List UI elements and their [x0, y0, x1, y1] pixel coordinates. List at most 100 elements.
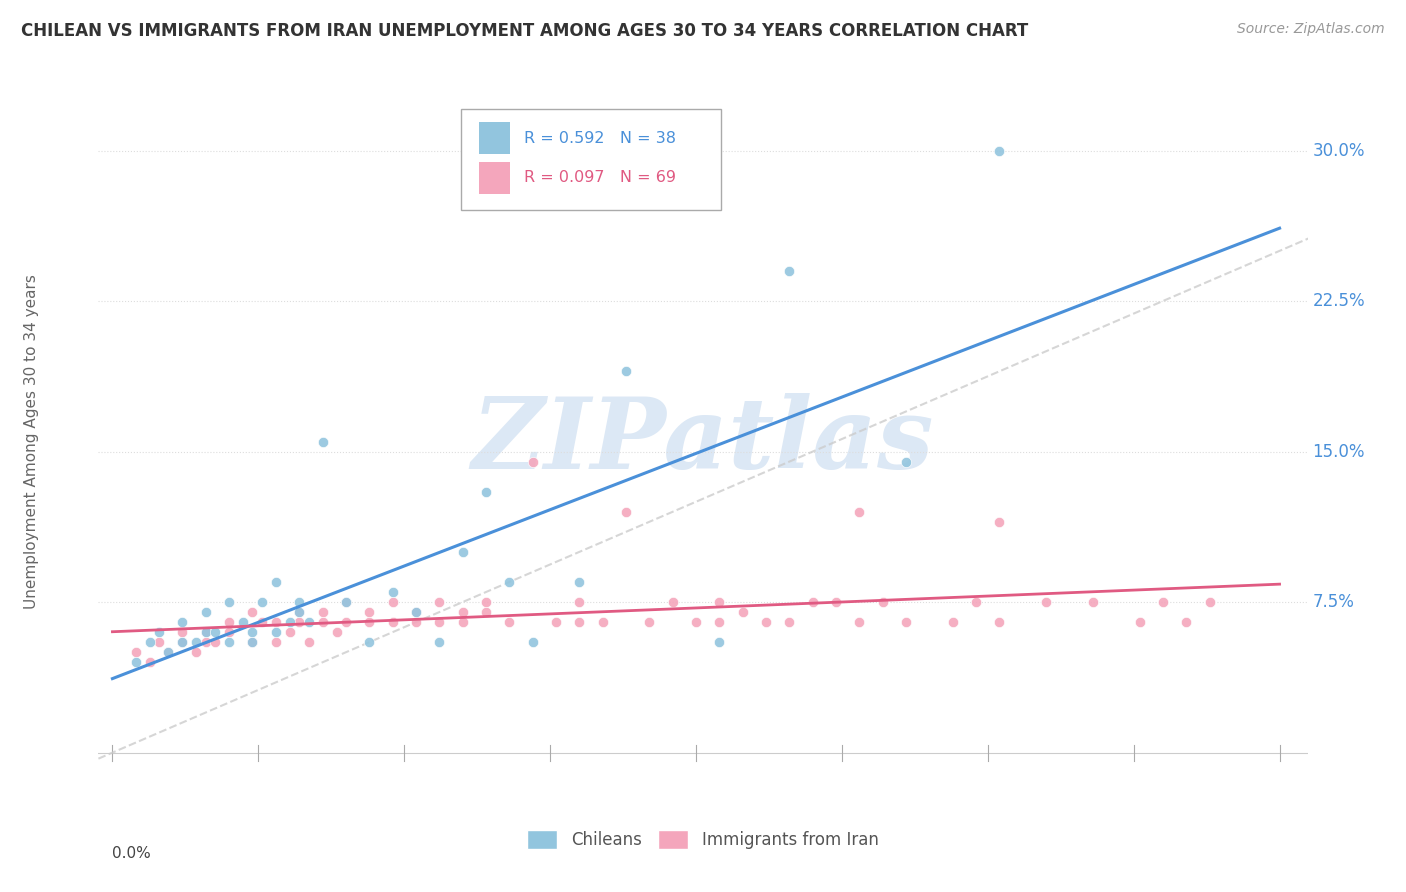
Point	[250, 595, 273, 609]
Point	[405, 605, 427, 619]
Point	[186, 645, 208, 659]
Point	[218, 635, 240, 649]
Point	[801, 595, 824, 609]
FancyBboxPatch shape	[479, 161, 509, 194]
Text: 30.0%: 30.0%	[1312, 142, 1365, 160]
Point	[194, 605, 217, 619]
Point	[638, 615, 661, 630]
Point	[872, 595, 894, 609]
Legend: Chileans, Immigrants from Iran: Chileans, Immigrants from Iran	[520, 823, 886, 856]
Point	[848, 615, 870, 630]
Point	[264, 625, 287, 640]
Point	[186, 635, 208, 649]
Point	[709, 615, 731, 630]
Point	[335, 595, 357, 609]
Point	[297, 635, 319, 649]
Text: Unemployment Among Ages 30 to 34 years: Unemployment Among Ages 30 to 34 years	[24, 274, 39, 609]
Point	[778, 264, 800, 278]
Point	[204, 635, 226, 649]
Point	[288, 605, 311, 619]
Point	[311, 605, 333, 619]
Point	[311, 434, 333, 449]
Point	[125, 655, 148, 669]
Point	[157, 645, 180, 659]
Point	[1198, 595, 1220, 609]
Text: R = 0.592   N = 38: R = 0.592 N = 38	[524, 130, 676, 145]
Point	[965, 595, 987, 609]
Point	[381, 585, 404, 599]
Point	[1175, 615, 1198, 630]
Point	[405, 615, 427, 630]
Point	[242, 635, 264, 649]
Point	[172, 635, 194, 649]
Point	[232, 615, 254, 630]
Point	[475, 484, 498, 499]
Point	[451, 545, 474, 559]
Point	[242, 605, 264, 619]
Point	[427, 635, 450, 649]
Point	[731, 605, 754, 619]
Point	[475, 605, 498, 619]
Point	[218, 595, 240, 609]
Point	[278, 615, 301, 630]
Text: 22.5%: 22.5%	[1312, 292, 1365, 310]
Text: 7.5%: 7.5%	[1312, 593, 1354, 611]
Point	[381, 615, 404, 630]
Point	[427, 595, 450, 609]
Point	[250, 615, 273, 630]
Point	[568, 595, 591, 609]
Point	[475, 595, 498, 609]
Point	[157, 645, 180, 659]
Point	[264, 575, 287, 590]
Point	[592, 615, 614, 630]
Point	[568, 615, 591, 630]
Point	[778, 615, 800, 630]
Point	[661, 595, 683, 609]
Point	[194, 625, 217, 640]
Point	[278, 625, 301, 640]
Point	[825, 595, 848, 609]
Point	[1081, 595, 1104, 609]
Point	[172, 615, 194, 630]
Point	[614, 364, 637, 378]
Point	[148, 635, 170, 649]
Point	[139, 655, 162, 669]
Point	[894, 615, 917, 630]
Point	[325, 625, 347, 640]
Point	[709, 595, 731, 609]
Text: R = 0.097   N = 69: R = 0.097 N = 69	[524, 170, 676, 186]
FancyBboxPatch shape	[461, 109, 721, 211]
Point	[172, 625, 194, 640]
Point	[848, 505, 870, 519]
Point	[194, 635, 217, 649]
Point	[544, 615, 567, 630]
Point	[311, 615, 333, 630]
Point	[1035, 595, 1057, 609]
Point	[498, 575, 520, 590]
Point	[264, 635, 287, 649]
Point	[709, 635, 731, 649]
Point	[498, 615, 520, 630]
Point	[405, 605, 427, 619]
Point	[218, 625, 240, 640]
Point	[359, 605, 381, 619]
Point	[297, 615, 319, 630]
Point	[204, 625, 226, 640]
Text: CHILEAN VS IMMIGRANTS FROM IRAN UNEMPLOYMENT AMONG AGES 30 TO 34 YEARS CORRELATI: CHILEAN VS IMMIGRANTS FROM IRAN UNEMPLOY…	[21, 22, 1028, 40]
Point	[1128, 615, 1150, 630]
Point	[614, 505, 637, 519]
Point	[451, 615, 474, 630]
Point	[264, 615, 287, 630]
Point	[172, 635, 194, 649]
Point	[988, 515, 1011, 529]
Point	[942, 615, 965, 630]
Point	[755, 615, 778, 630]
Point	[242, 635, 264, 649]
Point	[1152, 595, 1174, 609]
Point	[427, 615, 450, 630]
Point	[451, 605, 474, 619]
Point	[288, 615, 311, 630]
Point	[988, 144, 1011, 158]
Point	[194, 625, 217, 640]
FancyBboxPatch shape	[479, 122, 509, 154]
